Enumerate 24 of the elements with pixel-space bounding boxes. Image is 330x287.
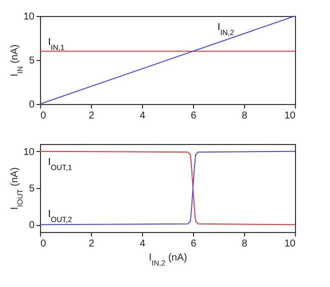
x-tick-label: 8 (242, 110, 248, 122)
annotation: I$_{IN,1}$ (48, 37, 65, 52)
x-tick-label: 0 (40, 238, 46, 250)
x-tick-label: 2 (88, 238, 95, 250)
y-tick-label: 5 (28, 56, 35, 66)
x-tick-label: 8 (242, 238, 248, 250)
annotation: I$_{OUT,1}$ (48, 157, 72, 172)
x-tick-label: 2 (88, 110, 95, 122)
x-axis-title: I$_{IN,2}$ (nA) (148, 252, 188, 267)
x-tick-label: 4 (140, 110, 146, 122)
y-tick-label: 0 (28, 100, 35, 110)
y-tick-label: 10 (23, 146, 35, 158)
annotation: I$_{OUT,2}$ (48, 209, 72, 224)
x-tick-label: 6 (190, 110, 197, 122)
annotation: I$_{IN,2}$ (217, 22, 234, 36)
y-tick-label: 5 (28, 184, 35, 194)
x-tick-label: 4 (140, 238, 146, 250)
y-tick-label: 10 (23, 12, 35, 22)
x-tick-label: 0 (40, 110, 46, 122)
x-tick-label: 10 (284, 238, 296, 250)
x-tick-label: 10 (284, 110, 296, 122)
line-series (40, 150, 296, 226)
y-tick-label: 0 (28, 220, 35, 232)
x-tick-label: 6 (190, 238, 197, 250)
